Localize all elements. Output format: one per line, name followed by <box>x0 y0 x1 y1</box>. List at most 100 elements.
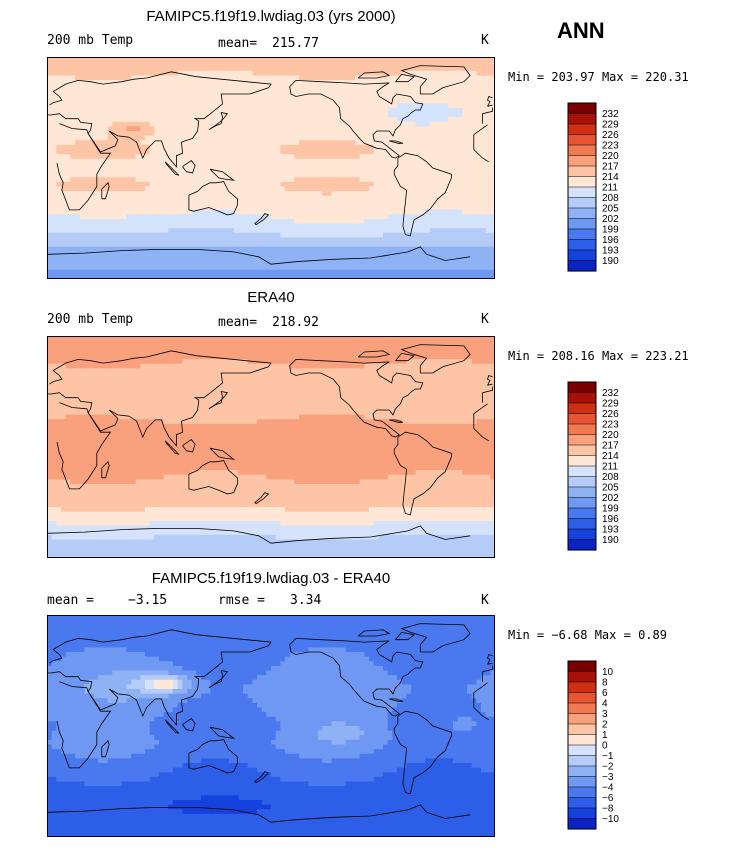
contour-cell <box>103 345 109 351</box>
contour-cell <box>350 121 356 127</box>
contour-cell <box>126 144 132 150</box>
contour-cell <box>65 70 71 76</box>
contour-cell <box>285 103 291 109</box>
contour-cell <box>425 70 431 76</box>
contour-cell <box>215 158 221 164</box>
contour-cell <box>103 177 109 183</box>
contour-cell <box>299 89 305 95</box>
contour-cell <box>154 242 160 248</box>
contour-cell <box>471 336 477 342</box>
contour-cell <box>457 61 463 67</box>
contour-cell <box>327 336 333 342</box>
contour-cell <box>285 94 291 100</box>
contour-cell <box>471 340 477 346</box>
contour-cell <box>308 158 314 164</box>
contour-cell <box>322 131 328 137</box>
contour-cell <box>490 75 495 81</box>
contour-cell <box>275 80 281 86</box>
contour-cell <box>51 135 57 141</box>
contour-cell <box>103 349 109 355</box>
contour-cell <box>350 246 356 252</box>
contour-cell <box>453 112 459 118</box>
contour-cell <box>84 140 90 146</box>
contour-cell <box>285 228 291 234</box>
contour-cell <box>173 84 179 90</box>
contour-cell <box>70 340 76 346</box>
contour-cell <box>434 163 440 169</box>
contour-cell <box>154 274 160 279</box>
contour-cell <box>154 172 160 178</box>
contour-cell <box>383 265 389 271</box>
contour-cell <box>369 209 375 215</box>
contour-cell <box>247 84 253 90</box>
contour-cell <box>485 177 491 183</box>
contour-cell <box>131 340 137 346</box>
contour-cell <box>294 75 300 81</box>
contour-cell <box>341 168 347 174</box>
contour-cell <box>243 117 249 123</box>
contour-cell <box>135 191 141 197</box>
contour-cell <box>173 154 179 160</box>
contour-cell <box>280 209 286 215</box>
contour-cell <box>271 232 277 238</box>
contour-cell <box>387 98 393 104</box>
contour-cell <box>51 70 57 76</box>
contour-cell <box>457 214 463 220</box>
contour-cell <box>327 265 333 271</box>
contour-cell <box>219 214 225 220</box>
contour-cell <box>481 84 487 90</box>
contour-cell <box>238 205 244 211</box>
contour-cell <box>145 140 151 146</box>
contour-fill <box>47 336 495 558</box>
contour-cell <box>476 89 482 95</box>
contour-cell <box>294 218 300 224</box>
contour-cell <box>434 121 440 127</box>
contour-cell <box>93 107 99 113</box>
contour-cell <box>364 269 370 275</box>
contour-cell <box>476 232 482 238</box>
contour-cell <box>51 158 57 164</box>
contour-cell <box>443 163 449 169</box>
contour-cell <box>471 181 477 187</box>
contour-cell <box>145 163 151 169</box>
contour-cell <box>135 223 141 229</box>
contour-cell <box>434 209 440 215</box>
contour-cell <box>490 223 495 229</box>
contour-cell <box>210 209 216 215</box>
contour-cell <box>112 163 118 169</box>
contour-cell <box>233 172 239 178</box>
contour-cell <box>219 172 225 178</box>
contour-cell <box>457 135 463 141</box>
contour-cell <box>65 223 71 229</box>
contour-cell <box>215 209 221 215</box>
contour-cell <box>219 336 225 342</box>
contour-cell <box>387 57 393 63</box>
contour-cell <box>187 186 193 192</box>
contour-cell <box>257 191 263 197</box>
contour-cell <box>112 117 118 123</box>
contour-cell <box>327 246 333 252</box>
contour-cell <box>126 200 132 206</box>
contour-cell <box>168 209 174 215</box>
contour-cell <box>434 251 440 257</box>
colorbar-label: 220 <box>602 151 619 162</box>
contour-cell <box>201 158 207 164</box>
colorbar-box <box>567 144 597 157</box>
contour-cell <box>224 336 230 342</box>
contour-cell <box>485 172 491 178</box>
contour-cell <box>215 103 221 109</box>
contour-cell <box>476 172 482 178</box>
contour-cell <box>471 112 477 118</box>
contour-cell <box>350 237 356 243</box>
contour-cell <box>89 274 95 279</box>
contour-cell <box>191 144 197 150</box>
contour-cell <box>392 246 398 252</box>
contour-cell <box>51 181 57 187</box>
contour-cell <box>191 186 197 192</box>
contour-cell <box>215 218 221 224</box>
contour-cell <box>425 163 431 169</box>
contour-cell <box>275 177 281 183</box>
contour-cell <box>89 172 95 178</box>
contour-cell <box>89 94 95 100</box>
contour-cell <box>257 172 263 178</box>
